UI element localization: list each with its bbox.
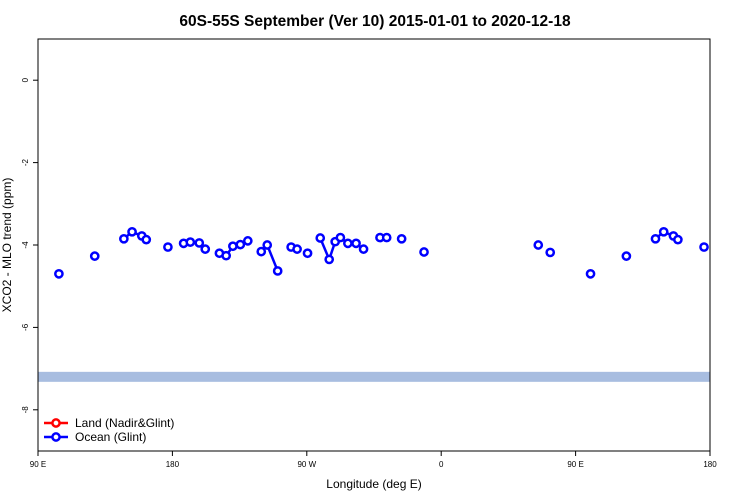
y-tick-label: -8 (21, 406, 30, 414)
data-point (185, 237, 196, 247)
data-point (585, 268, 596, 279)
data-point (419, 247, 429, 257)
legend: Land (Nadir&Glint)Ocean (Glint) (44, 416, 174, 444)
y-tick-label: -4 (21, 241, 30, 249)
x-tick-label: 90 E (567, 460, 583, 469)
data-point (351, 238, 361, 249)
data-point (621, 251, 632, 261)
x-tick-label: 90 E (30, 460, 46, 469)
x-tick-label: 180 (166, 460, 180, 469)
data-point (292, 244, 302, 254)
data-point (699, 242, 709, 252)
legend-label: Ocean (Glint) (75, 430, 146, 444)
data-point (127, 226, 137, 237)
data-point (200, 244, 211, 254)
legend-marker (51, 418, 61, 428)
data-point (343, 238, 353, 249)
data-point (119, 233, 129, 244)
data-point (658, 226, 669, 237)
y-tick-label: 0 (21, 77, 30, 82)
data-point (242, 236, 253, 246)
data-point (194, 238, 205, 248)
data-point (381, 232, 392, 243)
data-point (650, 233, 661, 244)
x-tick-label: 180 (703, 460, 717, 469)
legend-label: Land (Nadir&Glint) (75, 416, 174, 430)
data-point (235, 239, 246, 250)
plot-area (37, 38, 711, 452)
x-tick-label: 0 (439, 460, 444, 469)
data-point (228, 241, 238, 252)
data-point (221, 250, 232, 261)
data-point (545, 247, 556, 258)
x-axis: 90 E 180 90 W 0 90 E 180 (30, 451, 717, 469)
x-tick-label: 90 W (297, 460, 316, 469)
x-axis-label: Longitude (deg E) (326, 477, 421, 491)
y-axis-label: XCO2 - MLO trend (ppm) (0, 178, 14, 313)
y-tick-label: -2 (21, 158, 30, 166)
data-point (315, 233, 326, 243)
reference-band (38, 371, 710, 382)
data-point (163, 242, 173, 252)
data-point (272, 266, 283, 276)
data-point (262, 240, 273, 250)
data-point (335, 232, 346, 243)
data-point (324, 254, 335, 265)
y-axis: 0 -2 -4 -6 -8 (21, 77, 38, 413)
data-point (533, 240, 544, 250)
data-point (673, 234, 683, 245)
legend-marker (51, 432, 61, 442)
data-point (89, 251, 100, 261)
data-point (358, 244, 369, 254)
data-point (256, 246, 267, 257)
data-point (396, 233, 407, 244)
data-point (302, 248, 313, 259)
y-tick-label: -6 (21, 323, 30, 331)
data-point (141, 234, 152, 245)
chart-title: 60S-55S September (Ver 10) 2015-01-01 to… (179, 13, 571, 30)
data-point (54, 268, 64, 279)
